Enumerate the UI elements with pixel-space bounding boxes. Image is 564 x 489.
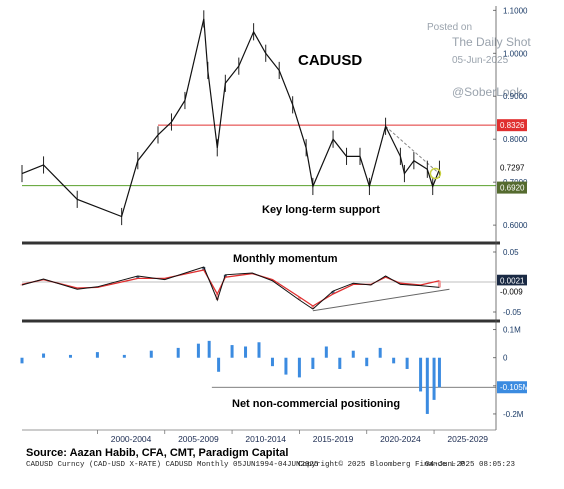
footer-right: 04-Jun-2025 08:05:23 [425, 461, 516, 469]
positioning-bar [351, 350, 355, 358]
positioning-y-tick-label: 0.1M [503, 326, 521, 335]
price-panel: 1.10001.00000.90000.80000.70000.60000.83… [21, 6, 528, 230]
momentum-histogram-bar [215, 294, 219, 300]
watermark-line2: The Daily Shot [452, 35, 531, 49]
x-axis: 2000-2004 2005-2009 2010-2014 2015-2019 2020… [97, 430, 488, 444]
positioning-bar [324, 346, 328, 358]
footer-left: CADUSD Curncy (CAD-USD X-RATE) CADUSD Mo… [26, 461, 319, 469]
footer-center: Copyright© 2025 Bloomberg Finance L.P. [298, 460, 469, 469]
positioning-bar [95, 352, 99, 358]
positioning-bar [419, 357, 423, 392]
momentum-chart-title: Monthly momentum [233, 253, 338, 265]
price-chart-title: CADUSD [298, 52, 362, 69]
momentum-last-tag-1-box [497, 274, 527, 287]
support-value-tag-box [497, 181, 527, 194]
price-y-tick-label: 0.9000 [503, 92, 528, 101]
x-tick-label: 2005-2009 [178, 434, 219, 444]
momentum-fast-line [21, 266, 440, 310]
positioning-panel: 0.1M0-0.1M-0.2M-0.105M [20, 326, 530, 419]
momentum-histogram-bar [437, 280, 441, 288]
current-price-circle [429, 167, 442, 180]
watermark-line3: 05-Jun-2025 [452, 55, 509, 66]
watermark-line4: @SoberLook [452, 85, 523, 99]
downtrend-line [385, 125, 438, 172]
x-tick-label: 2010-2014 [245, 434, 286, 444]
momentum-last-tag-2-text: -0.009 [500, 287, 523, 296]
positioning-bar [338, 357, 342, 369]
positioning-chart-title: Net non-commercial positioning [232, 398, 400, 410]
positioning-bar [437, 357, 441, 388]
resistance-value-tag-text: 0.8326 [500, 121, 525, 130]
positioning-bar [42, 353, 46, 358]
positioning-bar [432, 357, 436, 400]
positioning-bar [270, 357, 274, 367]
positioning-last-tag-text: -0.105M [500, 383, 530, 392]
resistance-value-tag-box [497, 119, 527, 132]
source-text: Source: Aazan Habib, CFA, CMT, Paradigm … [26, 447, 288, 459]
positioning-bar [122, 354, 126, 358]
watermark: Posted on The Daily Shot 05-Jun-2025 @So… [427, 22, 531, 99]
positioning-bar [68, 354, 72, 358]
positioning-bar [207, 340, 211, 358]
positioning-bar [405, 357, 409, 369]
positioning-bar [311, 357, 315, 369]
positioning-bar [378, 347, 382, 358]
momentum-histogram-bar [136, 276, 140, 279]
positioning-bar [425, 357, 429, 414]
positioning-bar [196, 343, 200, 358]
momentum-histogram-bar [311, 306, 315, 309]
positioning-y-tick-label: 0 [503, 354, 508, 363]
positioning-bar [284, 357, 288, 375]
last-price-tag-text: 0.7297 [500, 163, 525, 172]
price-y-tick-label: 0.6000 [503, 221, 528, 230]
positioning-bar [230, 345, 234, 358]
x-tick-label: 2000-2004 [111, 434, 152, 444]
positioning-bar [297, 357, 301, 378]
positioning-bar [176, 347, 180, 358]
momentum-y-tick-label: -0.05 [503, 308, 522, 317]
price-y-tick-label: 1.1000 [503, 6, 528, 15]
momentum-y-tick-label: 0.05 [503, 248, 519, 257]
momentum-histogram-bar [202, 267, 206, 270]
positioning-bar [244, 346, 248, 358]
price-y-tick-label: 1.0000 [503, 49, 528, 58]
x-tick-label: 2020-2024 [380, 434, 421, 444]
panel-separator-2 [22, 319, 500, 323]
support-annotation: Key long-term support [262, 204, 380, 216]
momentum-trend-arrow [312, 288, 450, 312]
momentum-histogram-bar [331, 291, 335, 294]
positioning-bar [149, 350, 153, 358]
last-price-tag-box [497, 161, 527, 174]
positioning-bar [217, 357, 221, 372]
x-tick-label: 2015-2019 [313, 434, 354, 444]
momentum-panel: 0.05 -0.05 0.0021-0.009 [20, 248, 527, 317]
positioning-bar [392, 357, 396, 364]
panel-separator-1 [22, 241, 500, 245]
positioning-bar [257, 342, 261, 358]
watermark-line1: Posted on [427, 22, 472, 33]
positioning-y-tick-label: -0.2M [503, 410, 524, 419]
momentum-last-tag-2-box [497, 285, 527, 298]
positioning-last-tag-box [497, 381, 527, 394]
x-tick-label: 2025-2029 [447, 434, 488, 444]
price-y-tick-label: 0.8000 [503, 135, 528, 144]
positioning-bar [20, 357, 24, 364]
momentum-histogram-bar [297, 297, 301, 300]
momentum-last-tag-1-text: 0.0021 [500, 277, 525, 286]
support-value-tag-text: 0.6920 [500, 184, 525, 193]
positioning-bar [365, 357, 369, 367]
price-series-line [21, 18, 440, 218]
